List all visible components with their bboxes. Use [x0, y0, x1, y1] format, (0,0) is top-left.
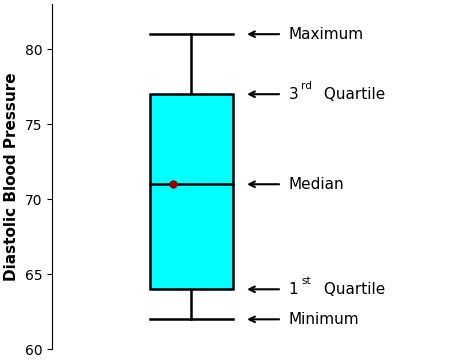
Text: 3: 3	[289, 87, 299, 102]
Bar	[150, 94, 233, 289]
Text: st: st	[301, 276, 311, 286]
Text: rd: rd	[301, 81, 312, 91]
Text: Minimum: Minimum	[289, 312, 359, 327]
Text: Quartile: Quartile	[319, 282, 386, 297]
Text: Quartile: Quartile	[319, 87, 386, 102]
Text: Maximum: Maximum	[289, 27, 364, 42]
Text: Median: Median	[289, 177, 345, 192]
Y-axis label: Diastolic Blood Pressure: Diastolic Blood Pressure	[4, 72, 19, 281]
Text: 1: 1	[289, 282, 299, 297]
